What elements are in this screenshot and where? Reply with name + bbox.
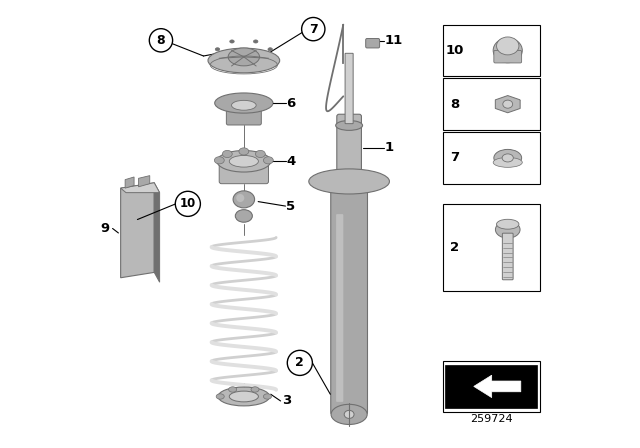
- FancyBboxPatch shape: [494, 51, 522, 63]
- FancyBboxPatch shape: [443, 25, 540, 76]
- Text: 6: 6: [287, 96, 296, 110]
- Polygon shape: [154, 183, 159, 282]
- Text: 10: 10: [445, 44, 463, 57]
- Ellipse shape: [503, 100, 513, 108]
- Ellipse shape: [336, 121, 362, 130]
- Ellipse shape: [229, 391, 259, 402]
- FancyBboxPatch shape: [337, 114, 362, 173]
- Ellipse shape: [268, 48, 273, 51]
- Ellipse shape: [253, 40, 258, 43]
- FancyBboxPatch shape: [365, 39, 380, 48]
- Ellipse shape: [331, 404, 367, 425]
- Ellipse shape: [502, 154, 513, 162]
- Ellipse shape: [239, 148, 249, 155]
- FancyBboxPatch shape: [445, 365, 538, 408]
- Text: 7: 7: [450, 151, 459, 164]
- Text: 5: 5: [287, 199, 296, 213]
- Text: 2: 2: [450, 241, 459, 254]
- Text: 1: 1: [385, 141, 394, 155]
- Ellipse shape: [229, 155, 259, 167]
- Ellipse shape: [228, 48, 260, 66]
- Text: 259724: 259724: [470, 414, 513, 424]
- Text: 3: 3: [282, 394, 291, 408]
- Text: 4: 4: [287, 155, 296, 168]
- Polygon shape: [121, 183, 159, 193]
- Circle shape: [301, 17, 325, 41]
- FancyBboxPatch shape: [220, 161, 269, 184]
- FancyBboxPatch shape: [443, 204, 540, 291]
- Text: 10: 10: [180, 197, 196, 211]
- Ellipse shape: [255, 151, 266, 158]
- Ellipse shape: [495, 221, 520, 238]
- Text: 8: 8: [157, 34, 165, 47]
- Ellipse shape: [230, 40, 234, 43]
- Ellipse shape: [208, 48, 280, 73]
- Ellipse shape: [309, 169, 389, 194]
- Ellipse shape: [218, 387, 269, 406]
- Ellipse shape: [236, 194, 244, 202]
- Ellipse shape: [251, 387, 259, 392]
- Ellipse shape: [264, 157, 273, 164]
- FancyBboxPatch shape: [345, 53, 353, 124]
- Text: 9: 9: [100, 222, 109, 235]
- Polygon shape: [121, 183, 154, 278]
- Ellipse shape: [344, 410, 354, 418]
- Text: 2: 2: [296, 356, 304, 370]
- Polygon shape: [139, 176, 150, 187]
- Ellipse shape: [233, 191, 255, 208]
- Circle shape: [287, 350, 312, 375]
- Text: 8: 8: [450, 98, 459, 111]
- Ellipse shape: [497, 220, 519, 229]
- Polygon shape: [474, 375, 521, 398]
- FancyBboxPatch shape: [331, 177, 367, 415]
- Ellipse shape: [232, 100, 256, 110]
- FancyBboxPatch shape: [443, 132, 540, 184]
- Text: 11: 11: [385, 34, 403, 47]
- Ellipse shape: [215, 48, 220, 51]
- Text: 7: 7: [309, 22, 317, 36]
- FancyBboxPatch shape: [502, 233, 513, 280]
- Ellipse shape: [493, 158, 522, 168]
- Ellipse shape: [214, 157, 224, 164]
- Polygon shape: [125, 177, 134, 188]
- FancyBboxPatch shape: [227, 99, 261, 125]
- Ellipse shape: [216, 394, 224, 399]
- Ellipse shape: [494, 150, 522, 167]
- FancyBboxPatch shape: [443, 78, 540, 130]
- Ellipse shape: [264, 394, 271, 399]
- Ellipse shape: [215, 93, 273, 113]
- Ellipse shape: [222, 151, 232, 158]
- Ellipse shape: [493, 38, 522, 63]
- Polygon shape: [495, 95, 520, 113]
- Ellipse shape: [236, 210, 252, 222]
- Circle shape: [149, 29, 173, 52]
- FancyBboxPatch shape: [336, 214, 343, 402]
- Circle shape: [175, 191, 200, 216]
- Ellipse shape: [217, 151, 271, 172]
- Ellipse shape: [228, 387, 237, 392]
- FancyBboxPatch shape: [443, 361, 540, 412]
- Ellipse shape: [497, 37, 519, 55]
